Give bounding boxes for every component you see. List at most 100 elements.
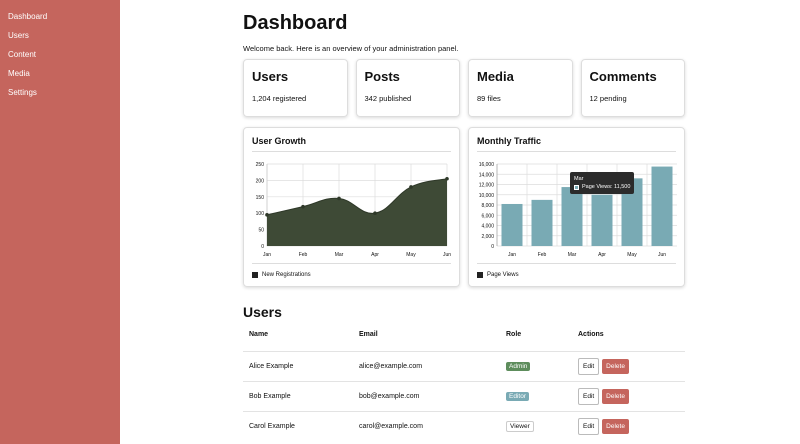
- user-name: Carol Example: [243, 410, 353, 441]
- role-badge: Admin: [506, 361, 531, 371]
- monthly-traffic-card: Monthly Traffic 0 2,000 4,000 6,000 8,000 10,…: [468, 127, 685, 287]
- x-tick-label: Mar: [335, 252, 344, 258]
- actions-cell: Edit Delete: [572, 350, 685, 381]
- delete-button[interactable]: Delete: [602, 358, 629, 374]
- user-email: carol@example.com: [353, 410, 500, 441]
- page-title: Dashboard: [243, 12, 348, 34]
- y-tick-label: 6,000: [481, 213, 494, 219]
- users-section-title: Users: [243, 304, 282, 320]
- x-tick-label: Jan: [263, 252, 271, 258]
- x-tick-label: Mar: [568, 252, 577, 258]
- tooltip-title: Mar: [574, 176, 584, 183]
- y-tick-label: 150: [256, 195, 265, 201]
- x-tick-label: May: [406, 252, 416, 258]
- tooltip-text: Page Views: 11,500: [582, 184, 631, 191]
- sidebar-item-content[interactable]: Content: [8, 50, 37, 59]
- stat-title: Comments: [589, 69, 657, 84]
- stat-title: Users: [252, 69, 289, 84]
- y-tick-label: 250: [256, 162, 265, 168]
- bar: [621, 178, 643, 246]
- x-tick-label: Apr: [598, 252, 606, 258]
- chart-legend[interactable]: Page Views: [477, 272, 519, 278]
- y-tick-label: 200: [256, 178, 265, 184]
- sidebar-item-media[interactable]: Media: [8, 69, 30, 78]
- y-tick-label: 0: [261, 244, 264, 250]
- chart-title: User Growth: [252, 136, 451, 152]
- actions-cell: Edit Delete: [572, 410, 685, 441]
- column-header-role: Role: [506, 331, 522, 338]
- data-point: [301, 204, 305, 209]
- chart-divider: [252, 263, 451, 264]
- delete-button[interactable]: Delete: [602, 418, 629, 434]
- x-tick-label: Feb: [299, 252, 308, 258]
- stat-card-media: Media 89 files: [468, 59, 573, 117]
- bar: [591, 194, 613, 246]
- user-growth-card: User Growth 0 50 100 150 200 250 Jan Feb Mar Apr M…: [243, 127, 460, 287]
- role-badge: Viewer: [506, 420, 534, 432]
- series-line: [266, 178, 448, 216]
- chart-legend[interactable]: New Registrations: [252, 272, 311, 278]
- user-email: bob@example.com: [353, 380, 500, 411]
- sidebar-item-users[interactable]: Users: [8, 31, 29, 40]
- chart-divider: [477, 263, 676, 264]
- bar: [561, 187, 583, 246]
- x-tick-label: Feb: [538, 252, 547, 258]
- stat-title: Posts: [364, 69, 400, 84]
- data-point: [373, 211, 377, 215]
- users-table: Name Email Role Actions Alice Example al…: [243, 331, 685, 441]
- data-point: [337, 196, 341, 201]
- user-email: alice@example.com: [353, 350, 500, 381]
- x-tick-label: Apr: [371, 252, 379, 258]
- table-row: Carol Example carol@example.com Viewer E…: [243, 410, 685, 441]
- data-point: [445, 176, 449, 181]
- y-tick-label: 10,000: [479, 193, 495, 199]
- y-tick-label: 14,000: [479, 172, 495, 178]
- tooltip-row: Page Views: 11,500: [574, 183, 630, 191]
- data-point: [265, 213, 269, 217]
- y-tick-label: 100: [256, 211, 265, 217]
- stat-value: 89 files: [477, 94, 501, 103]
- y-tick-label: 16,000: [479, 162, 495, 168]
- y-tick-label: 2,000: [481, 234, 494, 240]
- table-row: Bob Example bob@example.com Editor Edit …: [243, 380, 685, 411]
- edit-button[interactable]: Edit: [578, 387, 600, 405]
- legend-swatch: [252, 272, 258, 278]
- x-tick-label: Jun: [443, 252, 451, 258]
- role-cell: Editor: [500, 380, 572, 411]
- sidebar-item-dashboard[interactable]: Dashboard: [8, 12, 48, 21]
- y-tick-label: 8,000: [481, 203, 494, 209]
- charts-row: User Growth 0 50 100 150 200 250 Jan Feb Mar Apr M…: [243, 127, 685, 287]
- bar: [651, 166, 673, 246]
- edit-button[interactable]: Edit: [578, 357, 600, 375]
- welcome-text: Welcome back. Here is an overview of you…: [243, 44, 459, 53]
- y-tick-label: 0: [491, 244, 494, 250]
- stats-row: Users 1,204 registered Posts 342 publish…: [243, 59, 685, 117]
- column-header-email: Email: [359, 331, 378, 338]
- y-tick-label: 50: [258, 228, 264, 234]
- user-name: Alice Example: [243, 350, 353, 381]
- stat-card-comments: Comments 12 pending: [580, 59, 685, 117]
- edit-button[interactable]: Edit: [578, 417, 600, 435]
- legend-label: New Registrations: [262, 272, 311, 278]
- column-header-name: Name: [249, 331, 269, 338]
- chart-title: Monthly Traffic: [477, 136, 676, 152]
- y-tick-label: 4,000: [481, 224, 494, 230]
- x-tick-label: May: [627, 252, 637, 258]
- area-fill: [267, 178, 447, 246]
- stat-value: 1,204 registered: [252, 94, 307, 103]
- legend-label: Page Views: [487, 272, 519, 278]
- x-tick-label: Jun: [658, 252, 666, 258]
- sidebar-item-settings[interactable]: Settings: [8, 88, 37, 97]
- bar: [531, 199, 553, 246]
- table-header-row: Name Email Role Actions: [243, 331, 685, 351]
- data-point: [409, 185, 413, 189]
- column-header-actions: Actions: [578, 331, 604, 338]
- delete-button[interactable]: Delete: [602, 388, 629, 404]
- role-badge: Editor: [506, 391, 529, 401]
- table-row: Alice Example alice@example.com Admin Ed…: [243, 350, 685, 381]
- stat-value: 342 published: [364, 94, 412, 103]
- tooltip-swatch: [574, 184, 579, 190]
- role-cell: Admin: [500, 350, 572, 381]
- stat-value: 12 pending: [589, 94, 627, 103]
- sidebar: Dashboard Users Content Media Settings: [0, 0, 120, 444]
